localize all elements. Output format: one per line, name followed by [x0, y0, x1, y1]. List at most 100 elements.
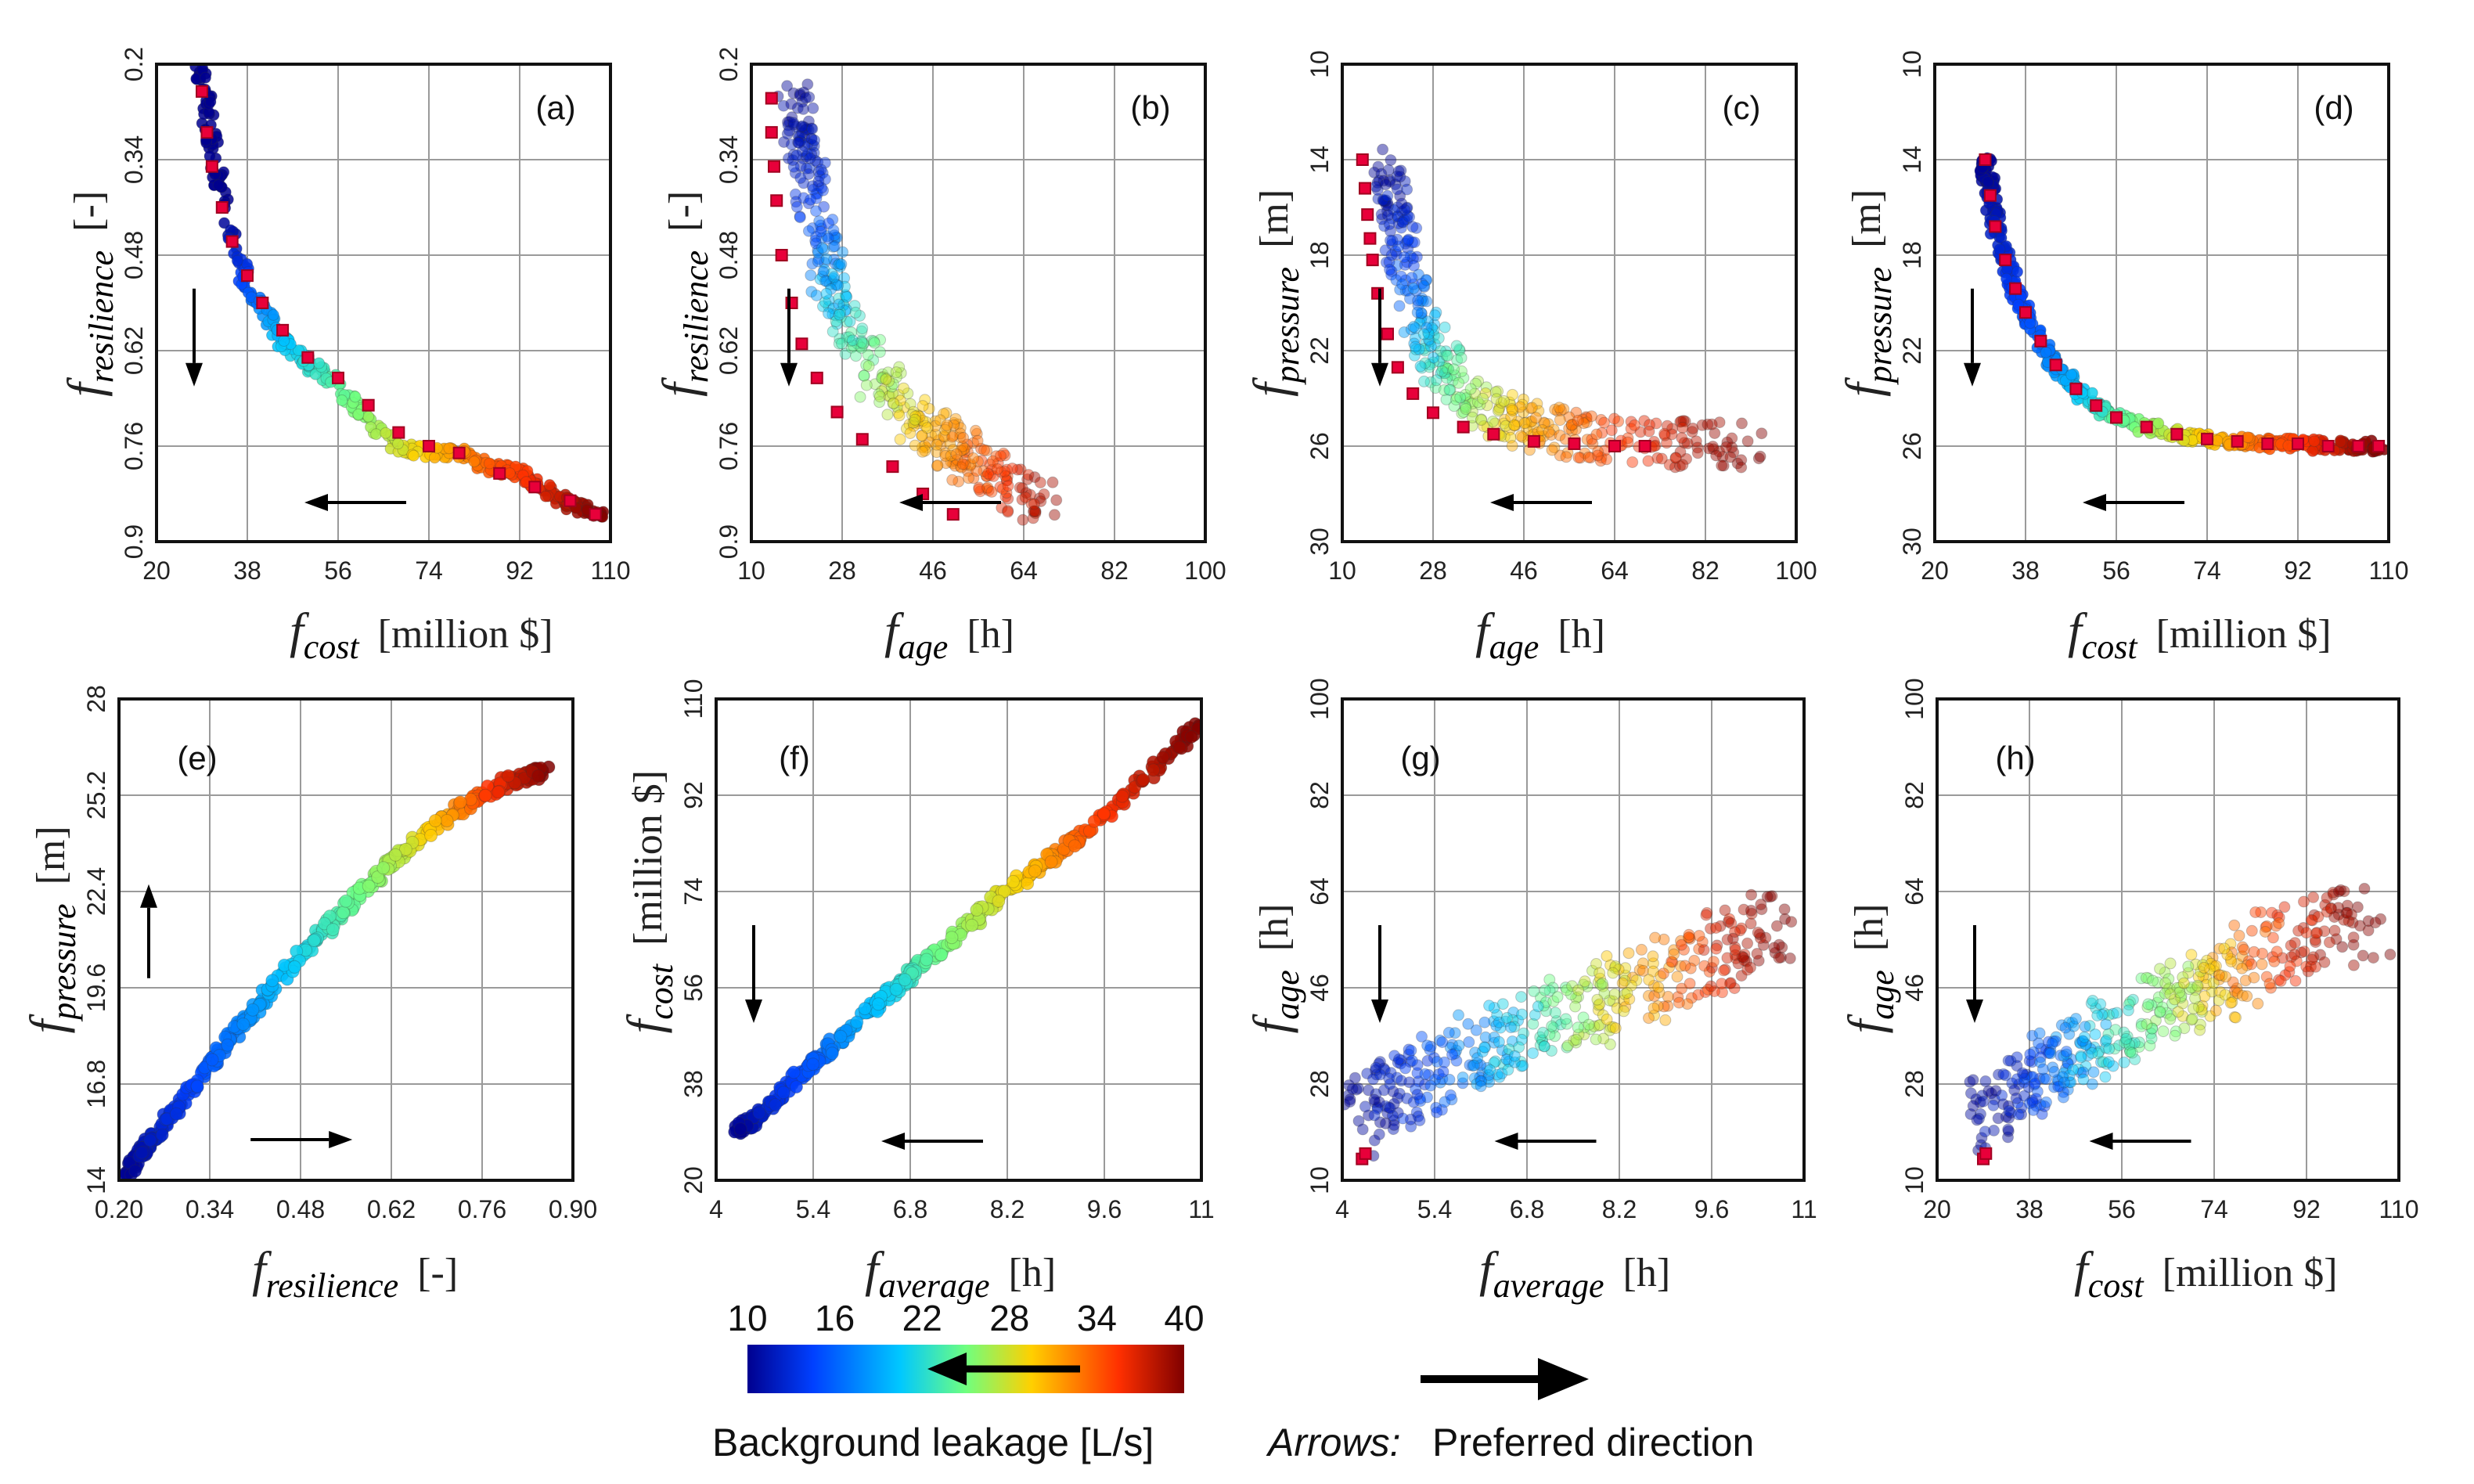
- scatter-point: [817, 265, 830, 278]
- scatter-point: [2011, 265, 2024, 278]
- scatter-point: [1410, 285, 1422, 297]
- scatter-point: [1481, 1061, 1493, 1074]
- scatter-point: [1472, 375, 1485, 387]
- scatter-point: [1440, 361, 1452, 373]
- scatter-point: [1638, 415, 1651, 427]
- scatter-point: [825, 1046, 839, 1061]
- y-axis-label: fage[h]: [1838, 904, 1901, 1034]
- scatter-point: [1424, 376, 1437, 388]
- scatter-point: [1539, 984, 1551, 996]
- scatter-point: [1517, 1060, 1529, 1072]
- pareto-marker: [301, 351, 315, 364]
- scatter-point: [2119, 1036, 2131, 1049]
- scatter-point: [1745, 917, 1757, 930]
- x-tick-label: 38: [233, 556, 261, 585]
- scatter-point: [956, 440, 969, 452]
- scatter-point: [1785, 916, 1798, 928]
- scatter-point: [1637, 964, 1649, 977]
- pareto-marker: [200, 126, 214, 139]
- scatter-point: [1685, 992, 1698, 1004]
- scatter-point: [326, 923, 340, 937]
- scatter-point: [1393, 1053, 1405, 1065]
- scatter-point: [2141, 971, 2152, 984]
- scatter-point: [848, 300, 861, 312]
- scatter-point: [1698, 960, 1711, 972]
- scatter-point: [1609, 1022, 1622, 1035]
- scatter-point: [2241, 959, 2253, 971]
- scatter-point: [1759, 931, 1772, 944]
- scatter-point: [973, 481, 985, 494]
- y-tick-label: 38: [679, 1070, 708, 1098]
- scatter-point: [1626, 456, 1639, 468]
- scatter-point: [1488, 1036, 1500, 1049]
- y-tick-label: 100: [1900, 678, 1928, 719]
- scatter-point: [799, 124, 812, 136]
- scatter-point: [2044, 1043, 2057, 1056]
- scatter-point: [1570, 406, 1583, 419]
- scatter-point: [777, 99, 790, 112]
- scatter-point: [1498, 413, 1511, 426]
- scatter-point: [959, 454, 971, 466]
- scatter-point: [1970, 1093, 1982, 1105]
- scatter-point: [1416, 292, 1428, 304]
- scatter-point: [2033, 1027, 2046, 1039]
- scatter-point: [2026, 1094, 2039, 1107]
- scatter-point: [830, 309, 841, 322]
- scatter-point: [1601, 950, 1613, 962]
- scatter-point: [880, 372, 892, 384]
- scatter-point: [1438, 384, 1450, 396]
- scatter-point: [1382, 164, 1395, 176]
- scatter-point: [212, 179, 225, 192]
- scatter-point: [1411, 1059, 1424, 1072]
- scatter-point: [931, 446, 943, 459]
- scatter-point: [1443, 384, 1456, 396]
- scatter-point: [1406, 252, 1419, 265]
- scatter-point: [1507, 405, 1519, 417]
- scatter-point: [873, 391, 886, 403]
- scatter-point: [1726, 432, 1738, 445]
- scatter-point: [1669, 461, 1681, 474]
- scatter-point: [1439, 321, 1451, 333]
- scatter-point: [1407, 283, 1420, 294]
- scatter-point: [2231, 958, 2244, 971]
- scatter-point: [2284, 960, 2296, 972]
- scatter-point: [1404, 1113, 1417, 1126]
- scatter-point: [2170, 1025, 2182, 1038]
- scatter-point: [2319, 899, 2332, 911]
- scatter-point: [1661, 437, 1673, 449]
- scatter-point: [1433, 355, 1446, 368]
- scatter-point: [1784, 952, 1796, 964]
- scatter-point: [2144, 1027, 2157, 1039]
- scatter-point: [949, 455, 961, 466]
- scatter-point: [1659, 1014, 1672, 1026]
- scatter-point: [1592, 1004, 1604, 1016]
- scatter-point: [2335, 436, 2346, 448]
- scatter-points: [1974, 152, 2389, 458]
- scatter-point: [1417, 343, 1430, 355]
- scatter-point: [812, 175, 825, 188]
- scatter-point: [798, 131, 811, 144]
- scatter-point: [2026, 1029, 2039, 1042]
- scatter-point: [1368, 1134, 1381, 1147]
- scatter-point: [1022, 469, 1035, 481]
- scatter-point: [2195, 965, 2207, 978]
- scatter-point: [2185, 949, 2198, 961]
- scatter-point: [1717, 459, 1730, 472]
- chart-panels: 20 38 56 74 92 1100.20.340.480.620.760.9(a)fc…: [20, 47, 2419, 1305]
- scatter-point: [2285, 951, 2298, 964]
- scatter-point: [2228, 919, 2241, 931]
- scatter-point: [1560, 451, 1572, 463]
- scatter-point: [1415, 312, 1428, 324]
- scatter-point: [809, 154, 822, 167]
- scatter-point: [2236, 962, 2249, 974]
- scatter-point: [1371, 1103, 1384, 1115]
- scatter-point: [2341, 899, 2353, 912]
- scatter-point: [1684, 962, 1697, 974]
- scatter-point: [1542, 418, 1554, 430]
- scatter-point: [2034, 1056, 2047, 1068]
- scatter-point: [1424, 358, 1436, 371]
- scatter-point: [1491, 1009, 1503, 1021]
- scatter-point: [2031, 1086, 2044, 1098]
- scatter-point: [1691, 447, 1704, 459]
- scatter-point: [887, 378, 899, 391]
